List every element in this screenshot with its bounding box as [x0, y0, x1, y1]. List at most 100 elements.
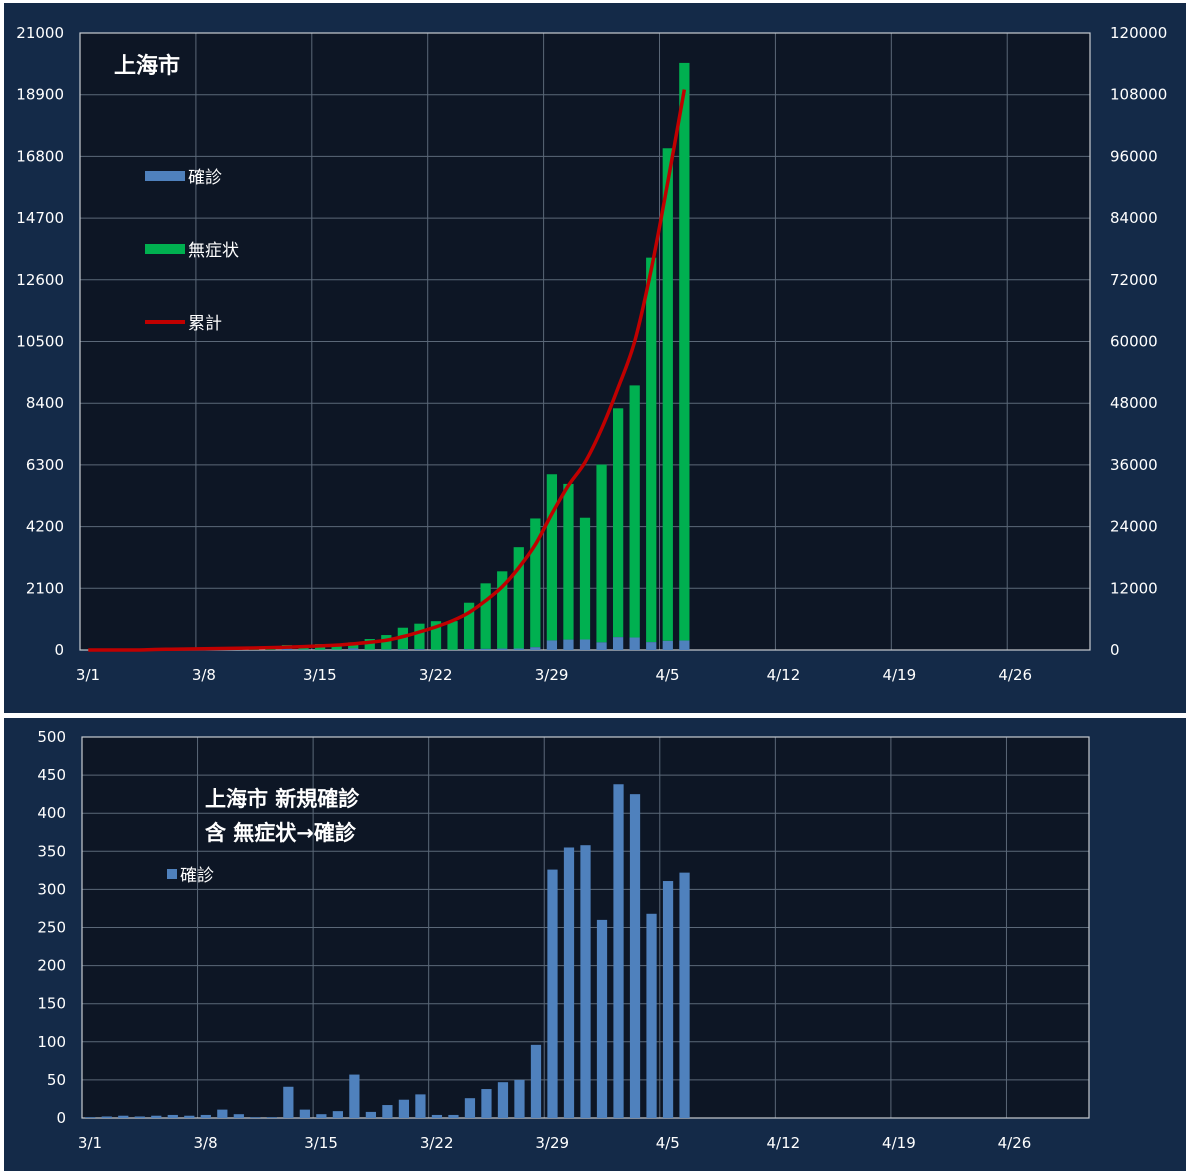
- bar-confirmed: [118, 1115, 129, 1118]
- x-tick-label: 4/26: [998, 666, 1032, 684]
- bar-confirmed: [497, 1082, 509, 1118]
- y2-tick-label: 0: [1110, 641, 1120, 659]
- bar-confirmed: [184, 1115, 195, 1118]
- bar-asymptomatic: [513, 547, 524, 649]
- x-tick-label: 3/22: [419, 666, 453, 684]
- legend-swatch: [145, 171, 185, 181]
- y2-tick-label: 12000: [1110, 579, 1158, 597]
- bar-confirmed: [398, 1099, 410, 1118]
- y-tick-label: 16800: [16, 147, 64, 165]
- bar-confirmed: [613, 784, 624, 1118]
- bar-confirmed: [464, 1098, 476, 1118]
- bar-confirmed: [646, 913, 657, 1118]
- legend-swatch: [167, 869, 177, 879]
- bar-asymptomatic: [679, 62, 690, 641]
- bar-confirmed: [397, 649, 409, 650]
- bar-confirmed: [596, 642, 607, 650]
- y-tick-label: 450: [37, 766, 66, 784]
- y2-tick-label: 96000: [1110, 147, 1158, 165]
- y-tick-label: 350: [37, 842, 66, 860]
- y-tick-label: 50: [47, 1071, 66, 1089]
- x-tick-label: 3/1: [78, 1134, 102, 1152]
- bar-confirmed: [546, 640, 558, 650]
- bar-confirmed: [629, 637, 640, 650]
- bar-confirmed: [281, 648, 293, 650]
- y2-tick-label: 36000: [1110, 456, 1158, 474]
- y-tick-label: 8400: [26, 394, 64, 412]
- chart-title-line: 含 無症状→確診: [205, 821, 357, 845]
- y-tick-label: 2100: [26, 579, 64, 597]
- bar-confirmed: [530, 647, 541, 650]
- bar-confirmed: [596, 919, 608, 1118]
- chart-title-line: 上海市 新規確診: [205, 787, 360, 811]
- bar-confirmed: [580, 845, 591, 1118]
- bar-confirmed: [250, 1117, 261, 1118]
- bar-confirmed: [349, 1074, 360, 1118]
- bar-confirmed: [481, 1089, 492, 1118]
- bar-confirmed: [629, 794, 641, 1118]
- y2-tick-label: 48000: [1110, 394, 1158, 412]
- y-tick-label: 250: [37, 919, 66, 937]
- legend-swatch: [145, 244, 185, 254]
- bar-asymptomatic: [530, 518, 541, 648]
- bar-asymptomatic: [381, 635, 392, 650]
- y-tick-label: 0: [54, 641, 64, 659]
- bar-confirmed: [431, 1114, 443, 1118]
- bottom-chart-svg: 0 50 100 150 200 250 300 350 400 450 500 3/1 3/8 3/15…: [37, 728, 1090, 1152]
- bar-confirmed: [415, 1094, 426, 1118]
- bottom-chart-panel: 0 50 100 150 200 250 300 350 400 450 500 3/1 3/8 3/15…: [4, 718, 1186, 1171]
- y-tick-label: 6300: [26, 456, 64, 474]
- bar-asymptomatic: [596, 464, 607, 643]
- x-tick-label: 4/12: [767, 1134, 801, 1152]
- bar-confirmed: [513, 648, 524, 650]
- bar-asymptomatic: [331, 645, 342, 650]
- bar-confirmed: [547, 869, 558, 1118]
- bar-confirmed: [612, 637, 624, 650]
- bar-confirmed: [283, 1086, 294, 1118]
- bar-confirmed: [563, 639, 574, 650]
- y-tick-label: 12600: [16, 271, 64, 289]
- bar-confirmed: [480, 648, 491, 650]
- bar-asymptomatic: [646, 257, 657, 643]
- y-tick-label: 400: [37, 804, 66, 822]
- bar-asymptomatic: [414, 623, 425, 650]
- bar-confirmed: [348, 648, 359, 650]
- y-tick-label: 300: [37, 880, 66, 898]
- bar-confirmed: [497, 648, 508, 650]
- bar-confirmed: [266, 1117, 277, 1118]
- bar-confirmed: [134, 1116, 145, 1118]
- bar-confirmed: [579, 639, 591, 650]
- x-tick-label: 4/26: [998, 1134, 1032, 1152]
- top-chart-svg: 0 2100 4200 6300 8400 10500 12600 14700 16800 189…: [16, 24, 1167, 684]
- bar-confirmed: [463, 649, 475, 650]
- bar-confirmed: [233, 1114, 244, 1118]
- bar-confirmed: [382, 1105, 393, 1118]
- bar-asymptomatic: [397, 627, 409, 650]
- bar-confirmed: [679, 640, 690, 650]
- bar-confirmed: [414, 649, 425, 650]
- bar-confirmed: [332, 1111, 343, 1118]
- bar-confirmed: [101, 1116, 112, 1118]
- bar-asymptomatic: [546, 474, 558, 641]
- y2-tick-label: 84000: [1110, 209, 1158, 227]
- bar-confirmed: [167, 1114, 178, 1118]
- bar-asymptomatic: [447, 621, 458, 650]
- top-chart-panel: 0 2100 4200 6300 8400 10500 12600 14700 16800 189…: [4, 3, 1186, 713]
- y-tick-label: 0: [56, 1109, 66, 1127]
- legend-label: 確診: [180, 866, 214, 886]
- x-tick-label: 4/5: [655, 666, 679, 684]
- y-tick-label: 500: [37, 728, 66, 746]
- bar-confirmed: [563, 847, 575, 1118]
- y2-tick-label: 60000: [1110, 333, 1158, 351]
- bar-confirmed: [217, 1109, 228, 1118]
- x-tick-label: 4/5: [656, 1134, 680, 1152]
- y-tick-label: 150: [37, 995, 66, 1013]
- bar-confirmed: [514, 1079, 525, 1118]
- y2-tick-label: 24000: [1110, 518, 1158, 536]
- bar-confirmed: [662, 640, 673, 650]
- x-tick-label: 3/22: [420, 1134, 454, 1152]
- legend-label: 確診: [188, 168, 222, 188]
- x-tick-label: 3/8: [192, 666, 216, 684]
- y-tick-label: 14700: [16, 209, 64, 227]
- x-tick-label: 4/12: [767, 666, 801, 684]
